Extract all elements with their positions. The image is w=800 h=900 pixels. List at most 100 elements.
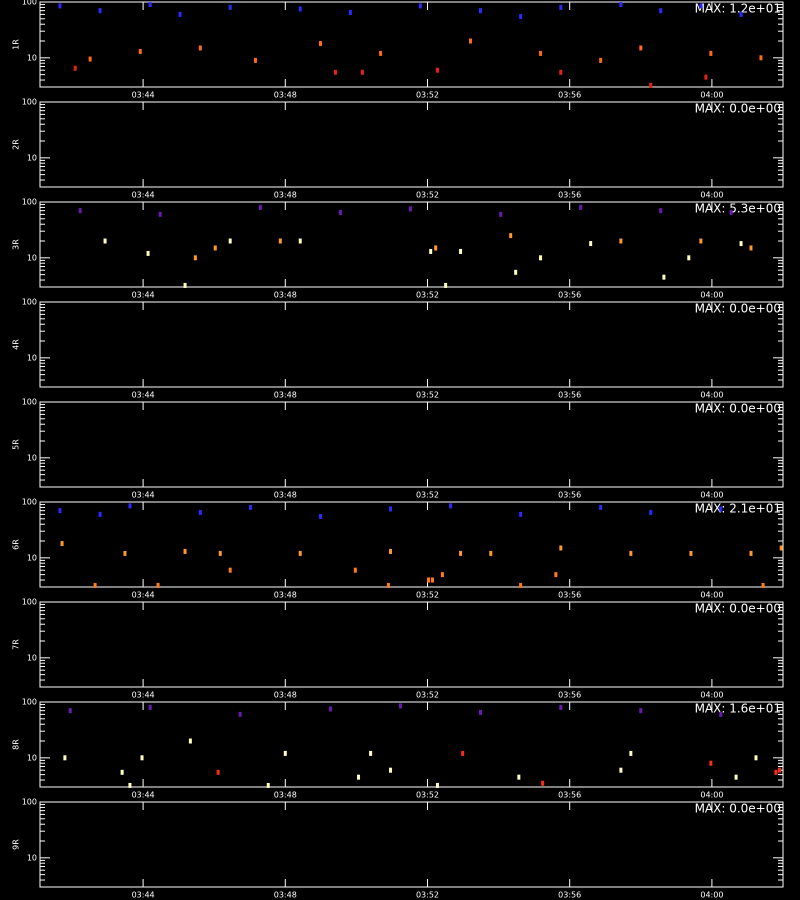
- data-point: [146, 250, 150, 256]
- data-point: [734, 774, 738, 780]
- y-axis-label: 8R: [12, 739, 21, 750]
- data-point: [709, 50, 713, 56]
- data-point: [759, 55, 763, 61]
- data-point: [449, 503, 453, 509]
- data-point: [519, 13, 523, 19]
- data-point: [519, 511, 523, 517]
- x-tick-label: 03:44: [132, 791, 155, 800]
- x-tick-label: 03:56: [558, 591, 581, 600]
- data-point: [228, 238, 232, 244]
- y-axis-label: 7R: [12, 639, 21, 650]
- data-point: [687, 255, 691, 261]
- data-point: [183, 282, 187, 288]
- plot-frame: [39, 701, 784, 788]
- data-point: [58, 3, 62, 9]
- y-tick-label: 10: [27, 453, 37, 462]
- data-point: [499, 211, 503, 217]
- data-point: [278, 238, 282, 244]
- data-point: [429, 248, 433, 254]
- data-point: [461, 750, 465, 756]
- x-tick-label: 03:52: [416, 91, 439, 100]
- x-tick-label: 03:56: [558, 391, 581, 400]
- data-point: [328, 706, 332, 712]
- data-point: [408, 206, 412, 212]
- data-point: [440, 572, 444, 578]
- data-point: [183, 548, 187, 554]
- data-point: [253, 57, 257, 63]
- plot-frame: [39, 801, 784, 888]
- data-point: [128, 782, 132, 788]
- data-point: [435, 782, 439, 788]
- data-point: [559, 4, 563, 10]
- x-tick-label: 03:56: [558, 791, 581, 800]
- data-point: [218, 550, 222, 556]
- data-point: [649, 509, 653, 515]
- data-point: [93, 582, 97, 588]
- x-tick-label: 03:48: [274, 791, 297, 800]
- x-tick-label: 03:56: [558, 891, 581, 900]
- data-point: [629, 550, 633, 556]
- data-point: [619, 2, 623, 8]
- data-point: [348, 9, 352, 15]
- y-axis-label: 6R: [12, 539, 21, 550]
- data-point: [619, 238, 623, 244]
- data-point: [469, 38, 473, 44]
- data-point: [78, 208, 82, 214]
- x-tick-label: 03:44: [132, 91, 155, 100]
- data-point: [128, 503, 132, 509]
- x-tick-label: 03:44: [132, 591, 155, 600]
- y-tick-label: 10: [27, 253, 37, 262]
- data-point: [749, 550, 753, 556]
- data-point: [389, 767, 393, 773]
- data-point: [444, 282, 448, 288]
- data-point: [761, 582, 765, 588]
- data-point: [193, 255, 197, 261]
- y-tick-label: 10: [27, 153, 37, 162]
- plot-frame: [39, 301, 784, 388]
- data-point: [338, 209, 342, 215]
- x-tick-label: 04:00: [700, 491, 723, 500]
- data-point: [749, 245, 753, 251]
- data-point: [554, 572, 558, 578]
- data-point: [198, 509, 202, 515]
- data-point: [360, 69, 364, 75]
- data-point: [649, 82, 653, 88]
- y-tick-label: 10: [27, 53, 37, 62]
- y-tick-label: 100: [22, 798, 37, 807]
- x-tick-label: 04:00: [700, 391, 723, 400]
- data-point: [579, 204, 583, 210]
- x-tick-label: 03:48: [274, 491, 297, 500]
- data-point: [266, 782, 270, 788]
- data-point: [754, 755, 758, 761]
- data-point: [123, 550, 127, 556]
- data-point: [777, 767, 781, 773]
- x-tick-label: 03:48: [274, 391, 297, 400]
- data-point: [435, 67, 439, 73]
- x-tick-label: 03:48: [274, 91, 297, 100]
- x-tick-label: 03:52: [416, 791, 439, 800]
- data-point: [599, 504, 603, 510]
- data-point: [559, 69, 563, 75]
- x-tick-label: 04:00: [700, 691, 723, 700]
- x-tick-label: 03:48: [274, 191, 297, 200]
- max-annotation: MAX: 0.0e+00: [695, 102, 781, 116]
- data-point: [386, 582, 390, 588]
- data-point: [689, 550, 693, 556]
- data-point: [739, 241, 743, 247]
- y-axis-label: 2R: [12, 139, 21, 150]
- y-axis-label: 9R: [12, 839, 21, 850]
- data-point: [430, 577, 434, 583]
- x-tick-label: 03:52: [416, 291, 439, 300]
- data-point: [489, 550, 493, 556]
- data-point: [427, 577, 431, 583]
- data-point: [138, 48, 142, 54]
- data-point: [779, 545, 783, 551]
- data-point: [434, 245, 438, 251]
- x-tick-label: 04:00: [700, 191, 723, 200]
- x-tick-label: 03:56: [558, 291, 581, 300]
- x-tick-label: 03:44: [132, 191, 155, 200]
- plot-frame: [39, 1, 784, 88]
- data-point: [478, 8, 482, 14]
- data-point: [379, 50, 383, 56]
